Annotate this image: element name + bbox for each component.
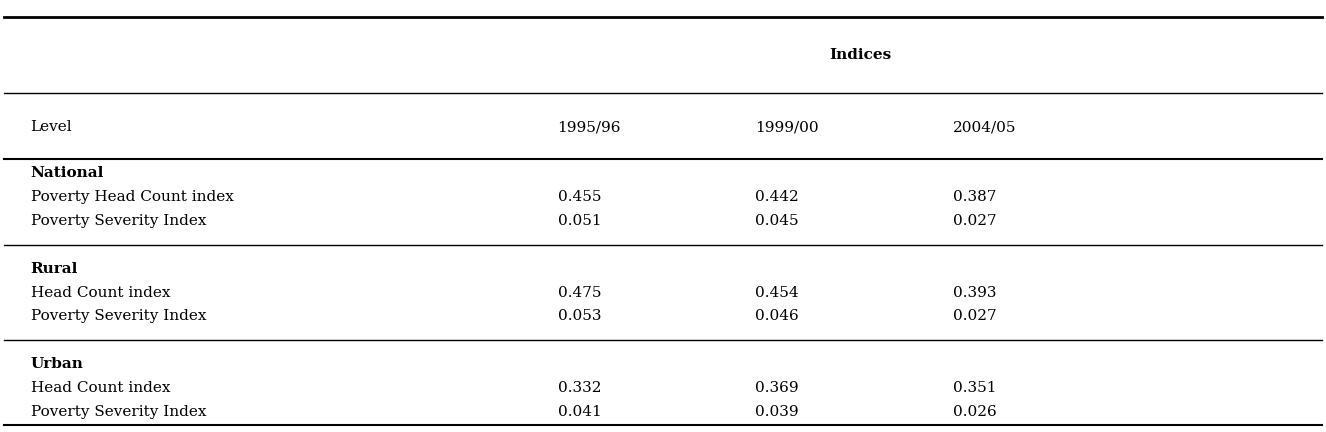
Text: 0.051: 0.051 bbox=[558, 214, 601, 228]
Text: 0.039: 0.039 bbox=[756, 405, 798, 419]
Text: 0.027: 0.027 bbox=[953, 214, 997, 228]
Text: Head Count index: Head Count index bbox=[30, 286, 170, 299]
Text: 0.455: 0.455 bbox=[558, 190, 601, 204]
Text: Rural: Rural bbox=[30, 262, 78, 276]
Text: 0.387: 0.387 bbox=[953, 190, 996, 204]
Text: Head Count index: Head Count index bbox=[30, 381, 170, 395]
Text: Level: Level bbox=[30, 120, 72, 134]
Text: 2004/05: 2004/05 bbox=[953, 120, 1017, 134]
Text: 1995/96: 1995/96 bbox=[558, 120, 621, 134]
Text: Poverty Severity Index: Poverty Severity Index bbox=[30, 214, 206, 228]
Text: 0.369: 0.369 bbox=[756, 381, 798, 395]
Text: 0.053: 0.053 bbox=[558, 309, 601, 324]
Text: Poverty Severity Index: Poverty Severity Index bbox=[30, 405, 206, 419]
Text: 0.041: 0.041 bbox=[558, 405, 601, 419]
Text: 1999/00: 1999/00 bbox=[756, 120, 819, 134]
Text: 0.045: 0.045 bbox=[756, 214, 798, 228]
Text: Poverty Severity Index: Poverty Severity Index bbox=[30, 309, 206, 324]
Text: 0.393: 0.393 bbox=[953, 286, 996, 299]
Text: 0.351: 0.351 bbox=[953, 381, 996, 395]
Text: National: National bbox=[30, 166, 103, 180]
Text: 0.332: 0.332 bbox=[558, 381, 601, 395]
Text: 0.475: 0.475 bbox=[558, 286, 601, 299]
Text: 0.046: 0.046 bbox=[756, 309, 800, 324]
Text: 0.454: 0.454 bbox=[756, 286, 798, 299]
Text: 0.027: 0.027 bbox=[953, 309, 997, 324]
Text: Indices: Indices bbox=[830, 48, 892, 62]
Text: Poverty Head Count index: Poverty Head Count index bbox=[30, 190, 233, 204]
Text: Urban: Urban bbox=[30, 357, 84, 371]
Text: 0.026: 0.026 bbox=[953, 405, 997, 419]
Text: 0.442: 0.442 bbox=[756, 190, 800, 204]
